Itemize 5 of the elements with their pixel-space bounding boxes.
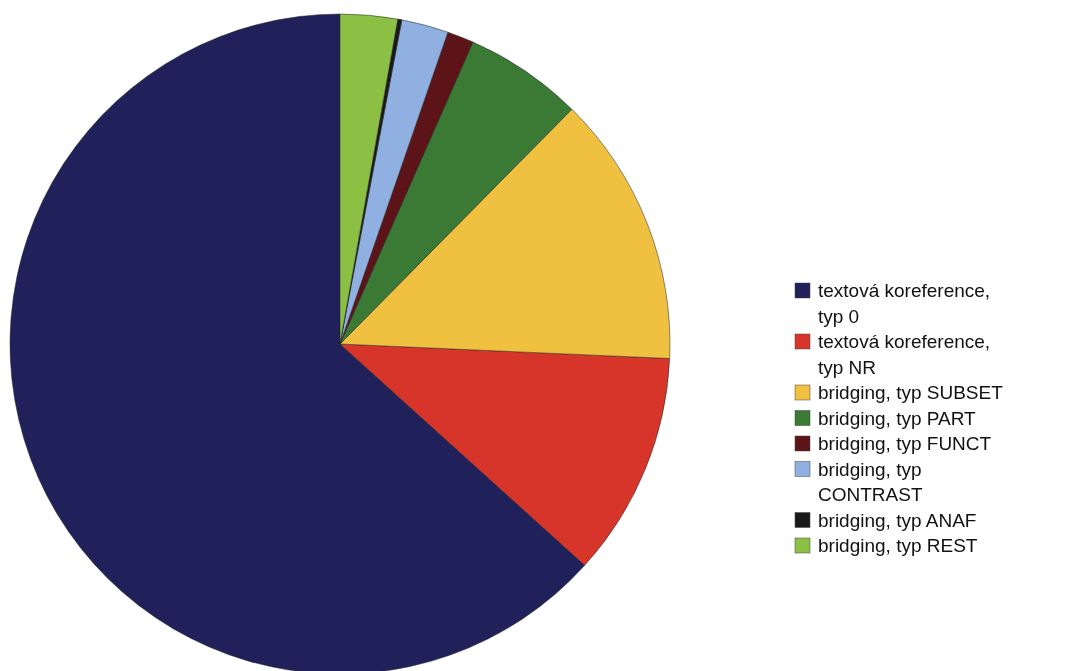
legend-label: bridging, typ PART [818,407,977,429]
legend-label: bridging, typ REST [818,535,978,556]
legend-label: bridging, typ FUNCT [818,433,992,454]
legend-label: bridging, typ SUBSET [818,382,1004,403]
legend-label: bridging, typ ANAF [818,509,977,531]
